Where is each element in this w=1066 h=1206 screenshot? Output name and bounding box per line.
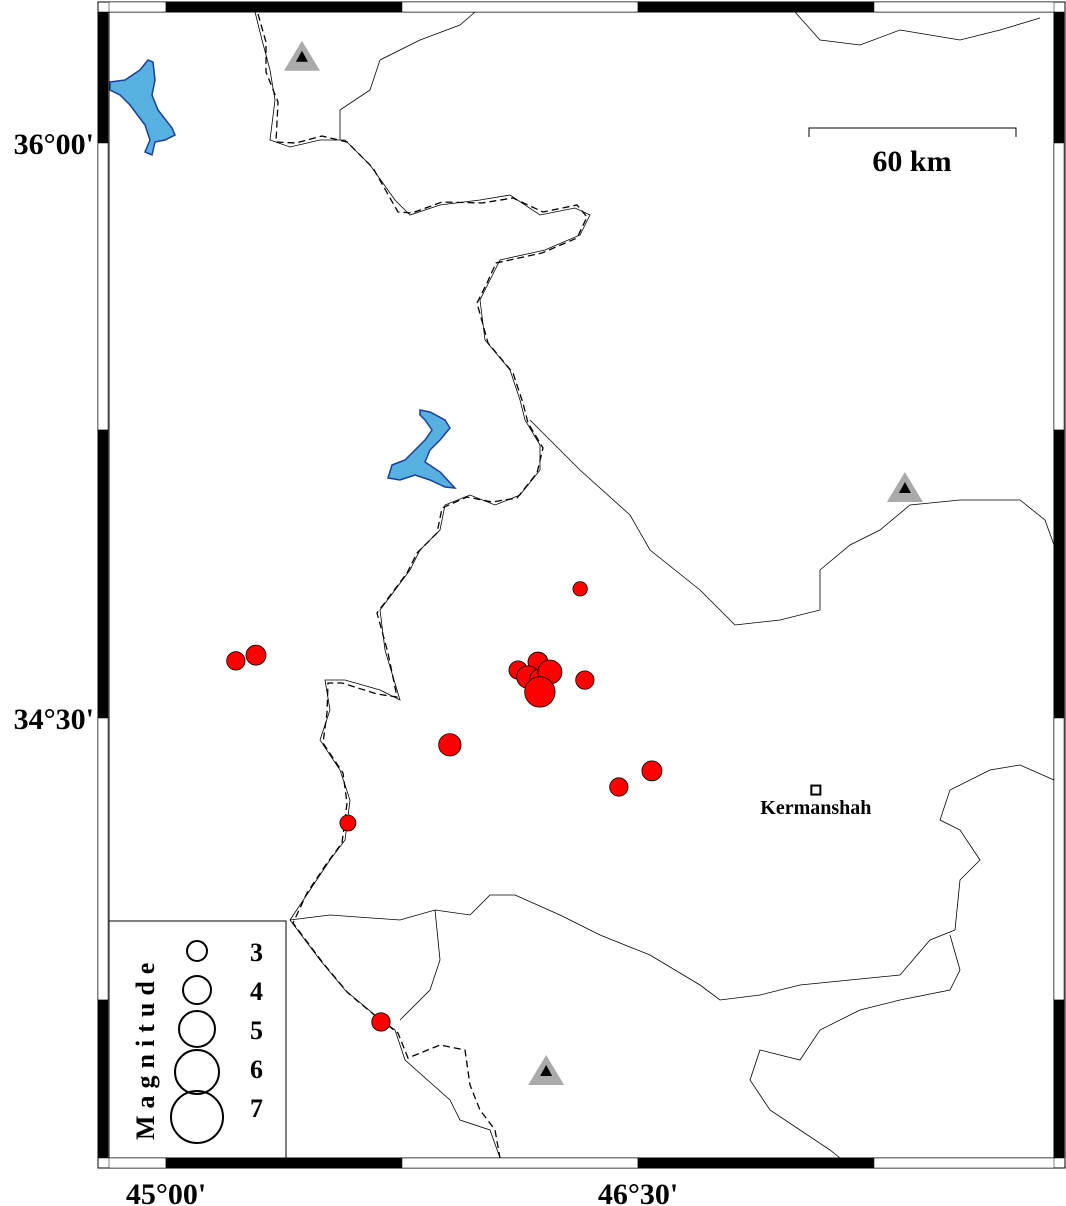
legend-circle xyxy=(178,1010,216,1048)
legend-circle xyxy=(186,940,208,962)
country-border-dashed xyxy=(257,13,588,1159)
earthquake-event xyxy=(226,651,246,671)
station-triangle-icon xyxy=(528,1055,565,1086)
province-border xyxy=(339,11,476,140)
legend-label: 4 xyxy=(250,977,263,1006)
legend-title: Magnitude xyxy=(131,956,160,1140)
earthquake-event xyxy=(371,1012,391,1032)
earthquake-event xyxy=(572,581,588,597)
legend-label: 7 xyxy=(250,1094,263,1123)
city-square-icon xyxy=(810,784,822,796)
earthquake-event xyxy=(609,777,629,797)
earthquake-event xyxy=(438,733,462,757)
stations xyxy=(283,40,923,1086)
station-triangle-icon xyxy=(283,40,320,71)
station-triangle-icon xyxy=(886,472,923,503)
lake xyxy=(387,409,457,489)
province-border xyxy=(794,11,1041,46)
lakes xyxy=(109,59,457,489)
latitude-tick-label: 34°30' xyxy=(14,703,94,736)
lake xyxy=(109,59,176,157)
legend-label: 3 xyxy=(250,938,263,967)
legend-label: 5 xyxy=(250,1016,263,1045)
earthquake-events xyxy=(226,581,663,1032)
province-border xyxy=(529,419,1055,626)
legend: Magnitude 3 4 5 6 7 xyxy=(108,920,287,1159)
longitude-tick-label: 45°00' xyxy=(126,1178,206,1206)
province-border xyxy=(749,934,961,1159)
longitude-tick-label: 46°30' xyxy=(598,1178,678,1206)
earthquake-event xyxy=(245,644,267,666)
latitude-tick-label: 36°00' xyxy=(14,128,94,161)
earthquake-event xyxy=(524,676,556,708)
legend-circle xyxy=(174,1049,220,1095)
earthquake-event xyxy=(641,760,663,782)
legend-circle xyxy=(182,975,212,1005)
map-frame xyxy=(97,1,1066,1169)
legend-label: 6 xyxy=(250,1055,263,1084)
earthquake-event xyxy=(575,670,595,690)
boundaries xyxy=(254,11,1055,1159)
city-marker: Kermanshah xyxy=(760,784,871,819)
axis-labels: 45°00' 46°30' 36°00' 34°30' xyxy=(14,128,679,1206)
city-label: Kermanshah xyxy=(760,797,871,819)
province-border xyxy=(399,909,441,1021)
province-border xyxy=(289,764,1055,1001)
country-border-solid xyxy=(254,11,591,1159)
scale-bar-line xyxy=(808,127,1017,137)
scale-bar-label: 60 km xyxy=(872,145,951,178)
legend-circle xyxy=(170,1090,224,1144)
earthquake-event xyxy=(339,814,357,832)
scale-bar: 60 km xyxy=(808,127,1017,178)
